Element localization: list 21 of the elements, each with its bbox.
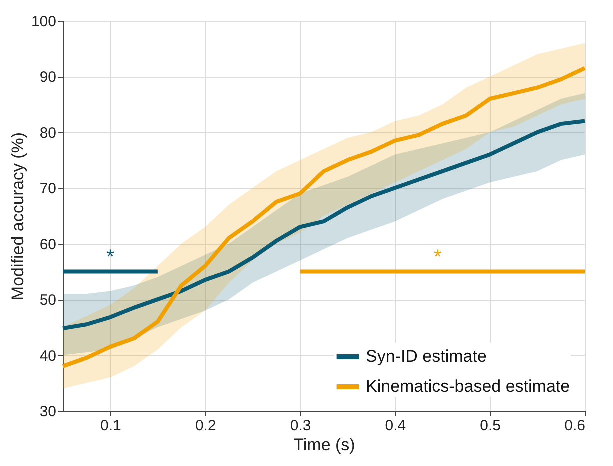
y-tick-label: 80 [40, 124, 56, 142]
x-tick-label: 0.5 [480, 418, 502, 434]
y-tick-label: 70 [40, 180, 56, 198]
y-tick-label: 50 [40, 292, 56, 310]
y-tick-label: 40 [40, 348, 56, 365]
legend-label: Syn-ID estimate [366, 347, 487, 366]
y-tick-label: 30 [40, 404, 56, 420]
x-tick-label: 0.1 [100, 418, 122, 434]
x-tick-label: 0.6 [564, 418, 586, 434]
x-axis-title: Time (s) [294, 436, 356, 454]
x-tick-label: 0.2 [195, 418, 216, 434]
x-tick-label: 0.4 [385, 418, 406, 434]
legend-label: Kinematics-based estimate [366, 377, 570, 396]
annotation: * [434, 246, 442, 269]
y-tick-label: 60 [40, 236, 56, 254]
x-tick-label: 0.3 [290, 418, 312, 434]
line-series [61, 119, 587, 331]
y-tick-label: 100 [31, 14, 56, 30]
y-tick-label: 90 [40, 69, 56, 86]
annotation: * [106, 246, 115, 269]
y-axis-title: Modified accuracy (%) [8, 132, 28, 301]
